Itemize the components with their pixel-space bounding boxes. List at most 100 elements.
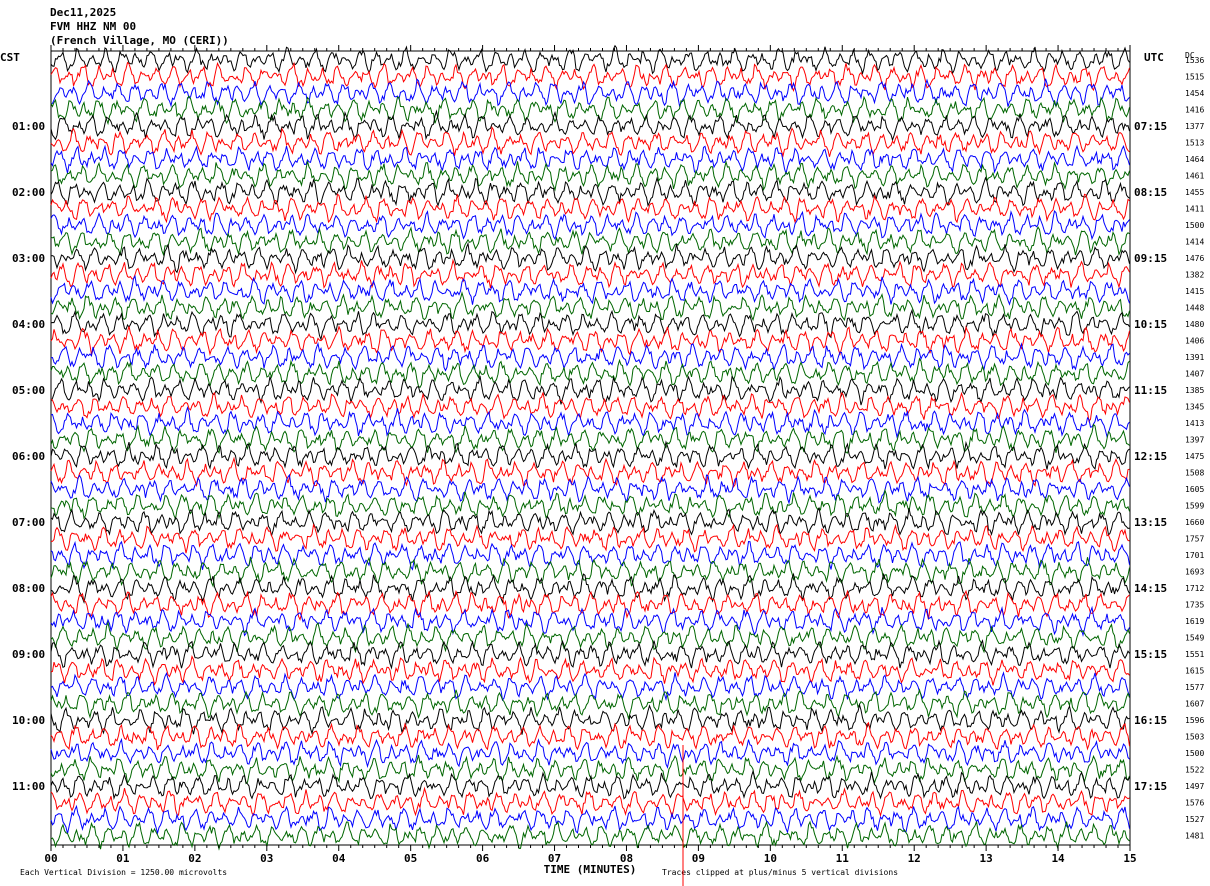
- trace: [50, 159, 1130, 192]
- x-tick-label: 03: [260, 852, 273, 865]
- right-time-label: 08:15: [1134, 186, 1167, 199]
- dc-value: 1461: [1185, 172, 1204, 181]
- dc-value: 1345: [1185, 403, 1204, 412]
- trace: [50, 769, 1130, 801]
- left-axis-title: CST: [0, 51, 20, 64]
- trace: [50, 456, 1130, 489]
- dc-value: 1607: [1185, 700, 1204, 709]
- left-time-label: 09:00: [12, 648, 45, 661]
- right-time-label: 12:15: [1134, 450, 1167, 463]
- trace: [50, 274, 1130, 306]
- right-time-label: 13:15: [1134, 516, 1167, 529]
- trace: [50, 473, 1130, 505]
- trace: [50, 241, 1130, 275]
- dc-value: 1712: [1185, 584, 1204, 593]
- right-time-label: 16:15: [1134, 714, 1167, 727]
- x-axis-title: TIME (MINUTES): [544, 863, 637, 876]
- trace: [50, 754, 1130, 785]
- dc-value: 1415: [1185, 287, 1204, 296]
- left-time-label: 01:00: [12, 120, 45, 133]
- dc-value: 1377: [1185, 122, 1204, 131]
- dc-value: 1599: [1185, 502, 1204, 511]
- dc-value: 1701: [1185, 551, 1204, 560]
- dc-value: 1660: [1185, 518, 1204, 527]
- trace: [50, 440, 1130, 471]
- x-tick-label: 06: [476, 852, 490, 865]
- header-station: (French Village, MO (CERI)): [50, 34, 229, 47]
- header-channel: FVM HHZ NM 00: [50, 20, 136, 33]
- trace: [50, 605, 1130, 637]
- trace: [50, 126, 1130, 158]
- dc-value: 1513: [1185, 139, 1204, 148]
- trace: [50, 620, 1130, 654]
- trace: [50, 523, 1130, 554]
- dc-value: 1693: [1185, 568, 1204, 577]
- dc-value: 1480: [1185, 320, 1204, 329]
- trace: [50, 589, 1130, 621]
- trace: [50, 258, 1130, 289]
- dc-value: 1536: [1185, 56, 1204, 65]
- trace: [50, 78, 1130, 108]
- dc-value: 1411: [1185, 205, 1204, 214]
- x-tick-label: 09: [692, 852, 705, 865]
- trace: [50, 737, 1130, 769]
- left-time-label: 08:00: [12, 582, 45, 595]
- trace: [50, 572, 1130, 604]
- dc-value: 1464: [1185, 155, 1204, 164]
- dc-value: 1757: [1185, 535, 1204, 544]
- left-time-label: 10:00: [12, 714, 45, 727]
- dc-value: 1414: [1185, 238, 1204, 247]
- dc-value: 1549: [1185, 634, 1204, 643]
- dc-value: 1391: [1185, 353, 1204, 362]
- dc-value: 1481: [1185, 832, 1204, 841]
- footer-scale: Each Vertical Division = 1250.00 microvo…: [20, 868, 227, 877]
- dc-value: 1406: [1185, 337, 1204, 346]
- x-tick-label: 07: [548, 852, 561, 865]
- trace: [50, 209, 1130, 241]
- dc-value: 1454: [1185, 89, 1204, 98]
- dc-value: 1407: [1185, 370, 1204, 379]
- dc-value: 1397: [1185, 436, 1204, 445]
- trace: [50, 786, 1130, 819]
- header-date: Dec11,2025: [50, 6, 116, 19]
- trace: [50, 488, 1130, 521]
- trace: [50, 291, 1130, 322]
- trace: [50, 391, 1130, 423]
- trace: [50, 804, 1130, 836]
- dc-value: 1497: [1185, 782, 1204, 791]
- dc-value: 1522: [1185, 766, 1204, 775]
- dc-value: 1576: [1185, 799, 1204, 808]
- right-time-label: 14:15: [1134, 582, 1167, 595]
- trace: [50, 654, 1130, 686]
- traces: [50, 44, 1130, 851]
- trace: [50, 506, 1130, 537]
- left-time-label: 11:00: [12, 780, 45, 793]
- dc-value: 1596: [1185, 716, 1204, 725]
- dc-value: 1515: [1185, 73, 1204, 82]
- dc-value: 1577: [1185, 683, 1204, 692]
- left-time-label: 07:00: [12, 516, 45, 529]
- trace: [50, 144, 1130, 176]
- dc-value: 1382: [1185, 271, 1204, 280]
- left-time-label: 05:00: [12, 384, 45, 397]
- trace: [50, 225, 1130, 257]
- trace: [50, 176, 1130, 208]
- dc-value: 1503: [1185, 733, 1204, 742]
- x-tick-label: 08: [620, 852, 633, 865]
- right-time-label: 09:15: [1134, 252, 1167, 265]
- dc-value: 1615: [1185, 667, 1204, 676]
- trace: [50, 671, 1130, 702]
- dc-value: 1500: [1185, 221, 1204, 230]
- trace: [50, 721, 1130, 751]
- dc-value: 1551: [1185, 650, 1204, 659]
- left-time-label: 06:00: [12, 450, 45, 463]
- x-tick-label: 00: [44, 852, 57, 865]
- dc-value: 1527: [1185, 815, 1204, 824]
- footer-clip: Traces clipped at plus/minus 5 vertical …: [662, 868, 898, 877]
- dc-value: 1619: [1185, 617, 1204, 626]
- dc-value: 1455: [1185, 188, 1204, 197]
- dc-value: 1416: [1185, 106, 1204, 115]
- trace: [50, 820, 1130, 851]
- trace: [50, 109, 1130, 142]
- x-tick-label: 14: [1051, 852, 1065, 865]
